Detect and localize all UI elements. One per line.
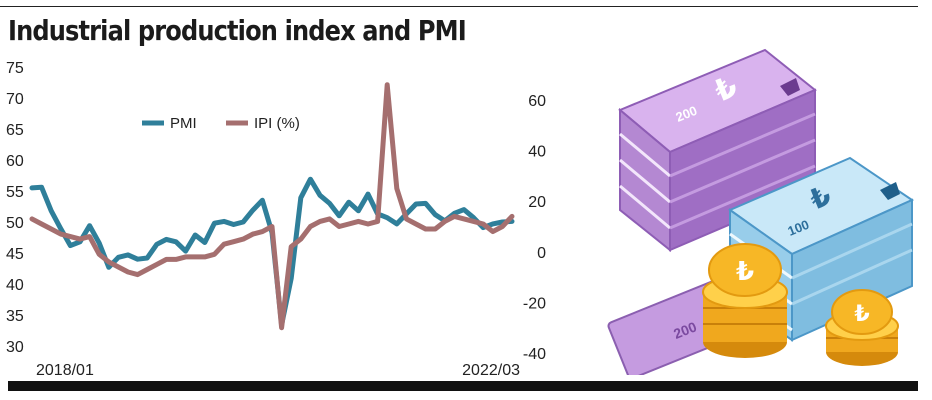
money-stacks-and-coins-icon: 200 200 ₺ 100 ₺ ₺	[607, 48, 915, 375]
legend-label-ipi: IPI (%)	[254, 115, 300, 132]
chart-legend: PMI IPI (%)	[142, 115, 300, 132]
left-tick-label: 55	[6, 184, 24, 201]
left-tick-label: 65	[6, 122, 24, 139]
x-label-start: 2018/01	[36, 362, 94, 379]
left-tick-label: 30	[6, 339, 24, 356]
top-rule	[0, 6, 918, 7]
left-tick-label: 45	[6, 246, 24, 263]
legend-label-pmi: PMI	[170, 115, 197, 132]
left-tick-label: 35	[6, 308, 24, 325]
left-tick-label: 40	[6, 277, 24, 294]
line-chart: 75 70 65 60 55 50 45 40 35 30 60 40 20 0 -20 -40 2018/…	[6, 60, 546, 379]
right-tick-label: -20	[523, 295, 546, 312]
bottom-rule	[8, 381, 918, 391]
page-title: Industrial production index and PMI	[8, 14, 467, 47]
right-tick-label: -40	[523, 346, 546, 363]
left-tick-label: 75	[6, 60, 24, 77]
left-tick-label: 50	[6, 215, 24, 232]
series-layer	[29, 82, 515, 331]
left-tick-label: 60	[6, 153, 24, 170]
left-tick-label: 70	[6, 91, 24, 108]
right-tick-label: 60	[528, 93, 546, 110]
right-axis-ticks: 60 40 20 0 -20 -40	[523, 93, 546, 363]
left-axis-ticks: 75 70 65 60 55 50 45 40 35 30	[6, 60, 24, 356]
x-label-end: 2022/03	[462, 362, 520, 379]
right-tick-label: 20	[528, 194, 546, 211]
series-line-ipi	[29, 82, 515, 331]
right-coin-symbol: ₺	[854, 302, 869, 327]
right-tick-label: 0	[537, 245, 546, 262]
left-coin-symbol: ₺	[736, 257, 754, 287]
x-axis-labels: 2018/01 2022/03	[36, 362, 520, 379]
right-tick-label: 40	[528, 144, 546, 161]
